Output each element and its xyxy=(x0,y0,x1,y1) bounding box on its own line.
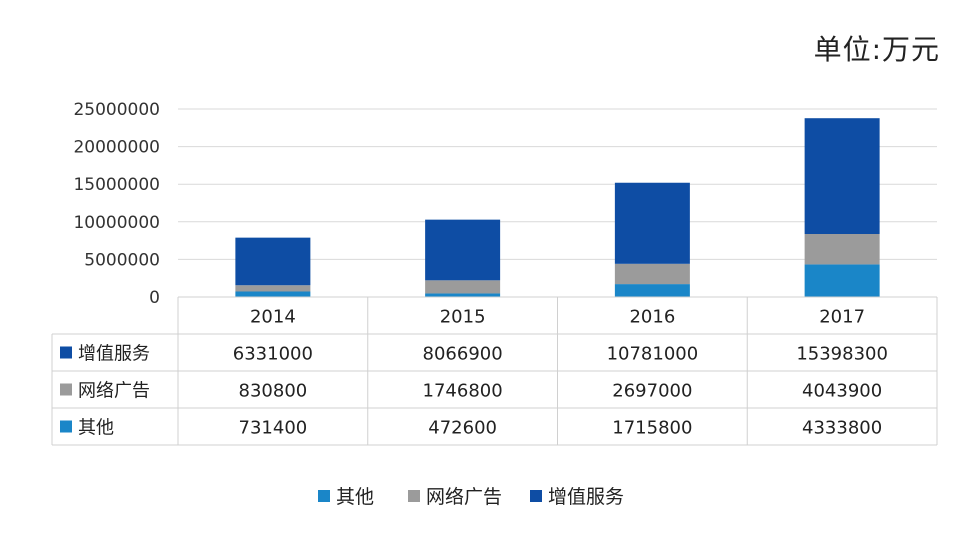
legend-label: 网络广告 xyxy=(426,486,502,508)
table-cell: 731400 xyxy=(239,418,308,439)
x-tick-label: 2016 xyxy=(629,307,675,328)
bar-segment-2014-网络广告 xyxy=(235,285,311,292)
table-cell: 830800 xyxy=(239,381,308,402)
bar-segment-2015-网络广告 xyxy=(425,280,501,294)
legend-label: 其他 xyxy=(336,486,374,508)
unit-label: 单位:万元 xyxy=(813,33,940,66)
legend-swatch xyxy=(530,490,542,502)
table-cell: 4043900 xyxy=(802,381,882,402)
table-cell: 10781000 xyxy=(607,344,699,365)
x-tick-label: 2017 xyxy=(819,307,865,328)
table-cell: 15398300 xyxy=(796,344,888,365)
bar-segment-2016-增值服务 xyxy=(614,182,690,264)
bar-segment-2016-网络广告 xyxy=(614,263,690,285)
y-tick-label: 10000000 xyxy=(73,213,160,233)
table-cell: 1715800 xyxy=(612,418,692,439)
bar-segment-2017-网络广告 xyxy=(804,233,880,265)
table-legend-swatch xyxy=(60,383,72,396)
legend-label: 增值服务 xyxy=(548,486,624,508)
bar-segment-2016-其他 xyxy=(614,284,690,297)
x-tick-label: 2014 xyxy=(250,307,296,328)
bar-segment-2015-其他 xyxy=(425,293,501,297)
bar-segment-2014-其他 xyxy=(235,291,311,297)
table-cell: 8066900 xyxy=(423,344,503,365)
y-tick-label: 15000000 xyxy=(73,175,160,195)
y-tick-label: 25000000 xyxy=(73,100,160,120)
y-tick-label: 5000000 xyxy=(84,250,160,270)
bar-segment-2017-其他 xyxy=(804,264,880,297)
table-row-label: 其他 xyxy=(78,418,114,439)
y-tick-label: 0 xyxy=(149,288,160,308)
bar-segment-2015-增值服务 xyxy=(425,219,501,281)
table-cell: 472600 xyxy=(428,418,497,439)
x-tick-label: 2015 xyxy=(440,307,486,328)
table-legend-swatch xyxy=(60,346,72,359)
table-cell: 6331000 xyxy=(233,344,313,365)
table-row-label: 增值服务 xyxy=(78,344,150,365)
y-tick-label: 20000000 xyxy=(73,138,160,158)
bar-segment-2014-增值服务 xyxy=(235,237,311,286)
table-cell: 2697000 xyxy=(612,381,692,402)
table-row-label: 网络广告 xyxy=(78,381,150,402)
table-cell: 1746800 xyxy=(423,381,503,402)
legend-swatch xyxy=(408,490,420,502)
legend-swatch xyxy=(318,490,330,502)
table-cell: 4333800 xyxy=(802,418,882,439)
table-legend-swatch xyxy=(60,420,72,433)
bar-segment-2017-增值服务 xyxy=(804,118,880,234)
